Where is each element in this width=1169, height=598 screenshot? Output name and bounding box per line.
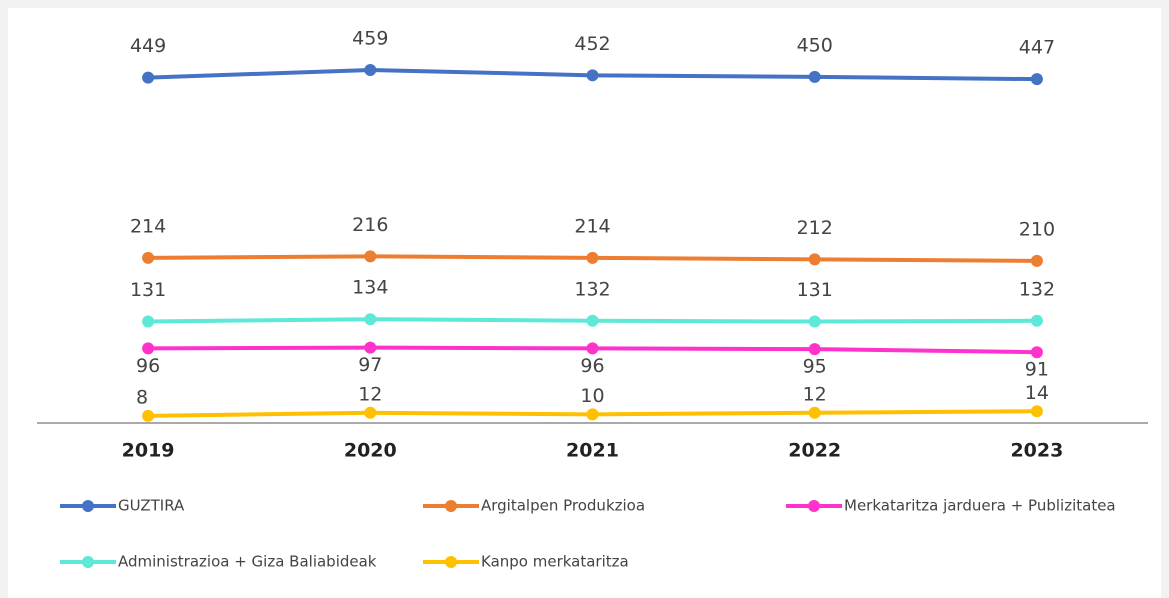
data-label: 12 [803, 383, 827, 405]
data-label: 450 [797, 34, 833, 56]
point [1030, 346, 1043, 359]
data-label: 134 [352, 277, 388, 299]
data-label: 96 [136, 355, 160, 377]
data-label: 210 [1019, 218, 1055, 240]
point [364, 341, 377, 354]
legend-dot [82, 500, 94, 512]
point [364, 63, 377, 76]
legend-label: Administrazioa + Giza Baliabideak [118, 553, 377, 571]
point [1030, 73, 1043, 86]
data-label: 131 [797, 279, 833, 301]
point [364, 250, 377, 263]
point [586, 408, 599, 421]
point [808, 253, 821, 266]
point [364, 406, 377, 419]
point [142, 315, 155, 328]
data-label: 214 [130, 215, 166, 237]
legend-dot [445, 556, 457, 568]
data-label: 12 [358, 383, 382, 405]
point [586, 314, 599, 327]
data-label: 452 [574, 33, 610, 55]
data-label: 212 [797, 217, 833, 239]
point [808, 406, 821, 419]
legend-label: Kanpo merkataritza [481, 553, 629, 571]
point [586, 251, 599, 264]
data-label: 447 [1019, 37, 1055, 59]
point [142, 342, 155, 355]
legend-label: Merkataritza jarduera + Publizitatea [844, 497, 1116, 515]
data-label: 131 [130, 279, 166, 301]
x-tick-label: 2019 [122, 440, 175, 462]
point [1030, 405, 1043, 418]
data-label: 459 [352, 27, 388, 49]
x-tick-label: 2022 [788, 440, 841, 462]
data-label: 132 [574, 278, 610, 300]
panel [8, 8, 1161, 598]
point [586, 69, 599, 82]
data-label: 216 [352, 214, 388, 236]
data-label: 8 [136, 386, 148, 408]
data-label: 214 [574, 215, 610, 237]
point [1030, 314, 1043, 327]
legend-dot [808, 500, 820, 512]
legend-dot [445, 500, 457, 512]
data-label: 10 [580, 385, 604, 407]
point [142, 409, 155, 422]
point [364, 313, 377, 326]
x-tick-label: 2023 [1010, 440, 1063, 462]
x-tick-label: 2020 [344, 440, 397, 462]
point [586, 342, 599, 355]
data-label: 132 [1019, 278, 1055, 300]
legend-label: Argitalpen Produkzioa [481, 497, 645, 515]
data-label: 95 [803, 356, 827, 378]
legend-dot [82, 556, 94, 568]
data-label: 97 [358, 354, 382, 376]
point [808, 343, 821, 356]
data-label: 14 [1025, 382, 1049, 404]
point [142, 251, 155, 264]
point [808, 70, 821, 83]
point [1030, 254, 1043, 267]
data-label: 449 [130, 35, 166, 57]
point [808, 315, 821, 328]
data-label: 91 [1025, 359, 1049, 381]
data-label: 96 [580, 355, 604, 377]
x-tick-label: 2021 [566, 440, 619, 462]
point [142, 71, 155, 84]
legend-label: GUZTIRA [118, 497, 185, 515]
